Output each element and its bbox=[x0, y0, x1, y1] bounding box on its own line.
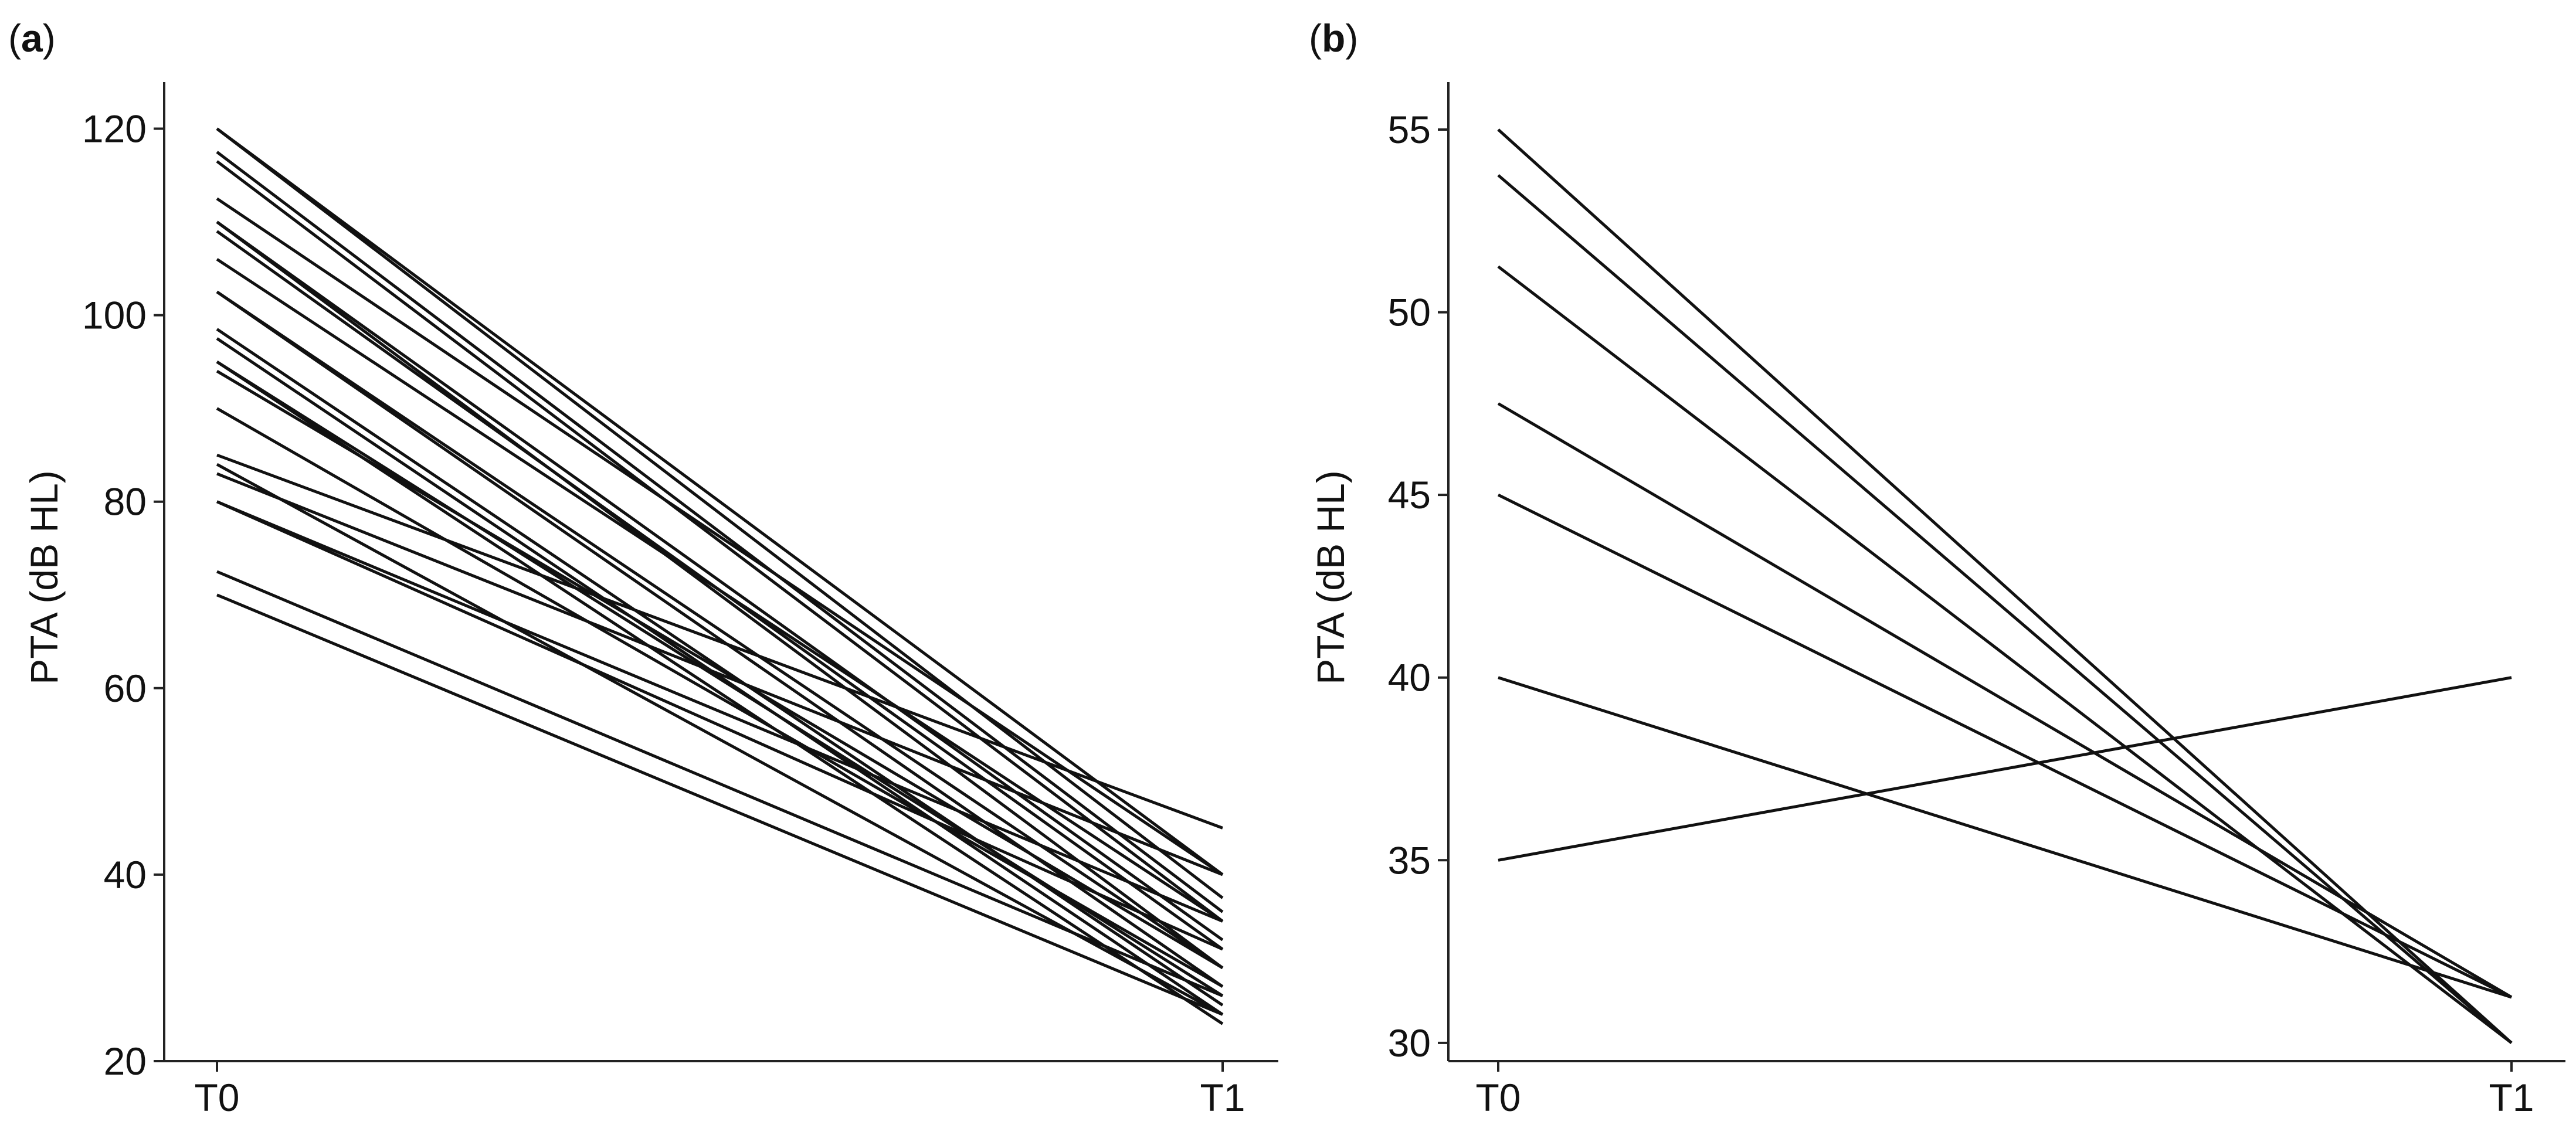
series-line bbox=[216, 500, 1224, 951]
series-line bbox=[216, 500, 1223, 923]
panel-label-b: (b) bbox=[1309, 16, 1358, 60]
y-axis-title-b: PTA (dB HL) bbox=[1309, 470, 1352, 685]
y-tick-label: 60 bbox=[104, 667, 147, 710]
y-tick-label: 35 bbox=[1388, 838, 1431, 882]
x-ticks-b: T0 T1 bbox=[1475, 1061, 2534, 1119]
series-lines-b bbox=[1497, 128, 2513, 1044]
y-ticks-a: 20 40 60 80 100 120 bbox=[82, 107, 164, 1083]
y-tick-label: 40 bbox=[104, 853, 147, 896]
series-line bbox=[216, 197, 1224, 876]
series-lines-a bbox=[216, 127, 1224, 1025]
series-line bbox=[216, 472, 1223, 876]
series-line bbox=[216, 369, 1224, 970]
series-line bbox=[216, 463, 1224, 1016]
series-line bbox=[1498, 676, 2512, 999]
series-line bbox=[216, 258, 1224, 923]
chart-panel-a: (a) PTA (dB HL) 20 40 60 80 100 120 T0 T1 bbox=[8, 16, 1278, 1119]
series-line bbox=[1497, 128, 2513, 1044]
x-ticks-a: T0 T1 bbox=[194, 1061, 1245, 1119]
series-line bbox=[216, 593, 1223, 1016]
series-line bbox=[216, 407, 1224, 988]
y-axis-title-a: PTA (dB HL) bbox=[22, 470, 66, 685]
series-line bbox=[216, 290, 1224, 988]
y-tick-label: 55 bbox=[1388, 108, 1431, 151]
series-line bbox=[216, 151, 1224, 913]
y-tick-label: 80 bbox=[104, 480, 147, 524]
y-tick-label: 40 bbox=[1388, 656, 1431, 699]
x-tick-label: T1 bbox=[2489, 1076, 2534, 1119]
series-line bbox=[216, 570, 1223, 997]
panel-label-a: (a) bbox=[8, 16, 56, 60]
series-line bbox=[216, 453, 1223, 830]
series-line bbox=[216, 160, 1224, 923]
y-tick-label: 20 bbox=[104, 1039, 147, 1083]
y-tick-label: 50 bbox=[1388, 291, 1431, 334]
series-line bbox=[1497, 493, 2513, 999]
series-line bbox=[1497, 402, 2513, 999]
series-line bbox=[216, 220, 1224, 942]
x-tick-label: T1 bbox=[1200, 1076, 1245, 1119]
series-line bbox=[1497, 265, 2513, 1044]
y-tick-label: 45 bbox=[1388, 473, 1431, 516]
series-line bbox=[216, 337, 1224, 1016]
y-tick-label: 120 bbox=[82, 107, 147, 151]
series-line bbox=[1497, 174, 2513, 1044]
chart-panel-b: (b) PTA (dB HL) 30 35 40 45 50 55 T0 T1 bbox=[1309, 16, 2565, 1119]
x-tick-label: T0 bbox=[194, 1076, 239, 1119]
series-line bbox=[216, 290, 1224, 970]
series-line bbox=[216, 127, 1224, 876]
y-tick-label: 100 bbox=[82, 294, 147, 337]
y-tick-label: 30 bbox=[1388, 1021, 1431, 1065]
x-tick-label: T0 bbox=[1475, 1076, 1521, 1119]
y-ticks-b: 30 35 40 45 50 55 bbox=[1388, 108, 1448, 1065]
series-line bbox=[1498, 676, 2512, 862]
series-line bbox=[216, 127, 1224, 899]
series-line bbox=[216, 220, 1224, 969]
series-line bbox=[216, 328, 1224, 1007]
